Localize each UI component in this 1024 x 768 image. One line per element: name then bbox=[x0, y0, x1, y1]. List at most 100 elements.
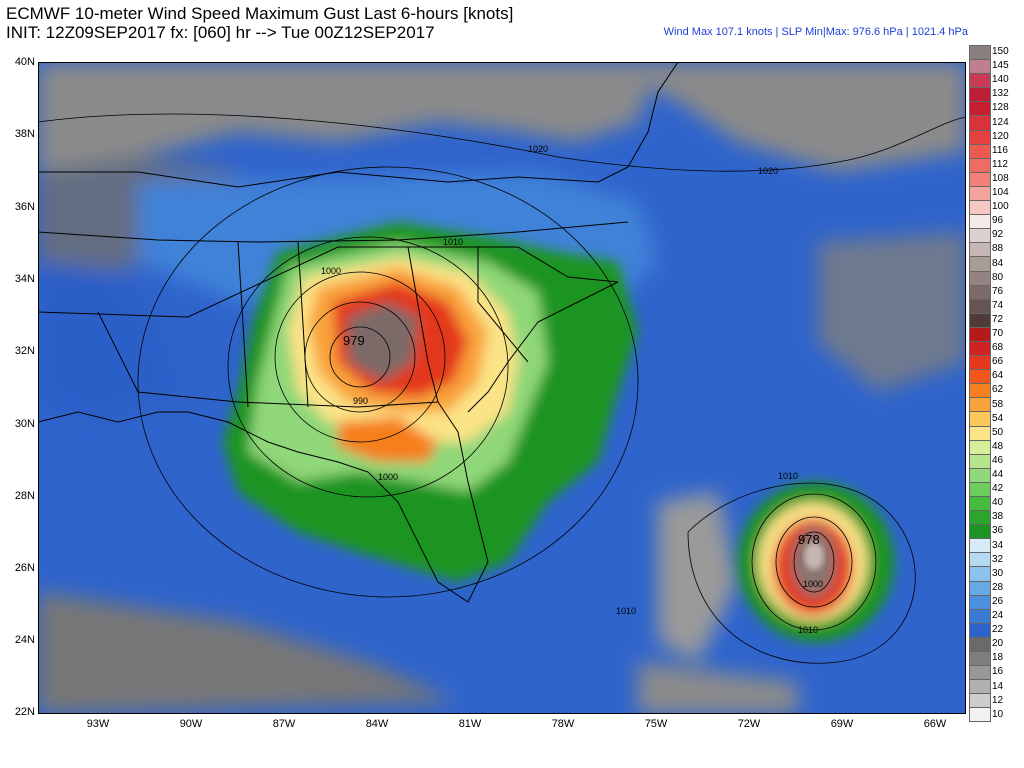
lon-label: 72W bbox=[737, 718, 761, 730]
colorbar-label: 72 bbox=[992, 313, 1004, 325]
colorbar-label: 76 bbox=[992, 285, 1004, 297]
colorbar-swatch bbox=[969, 312, 991, 327]
colorbar-swatch bbox=[969, 355, 991, 370]
colorbar-label: 36 bbox=[992, 525, 1004, 537]
colorbar-swatch bbox=[969, 242, 991, 257]
colorbar-label: 24 bbox=[992, 610, 1004, 621]
colorbar-label: 20 bbox=[992, 638, 1004, 650]
colorbar-label: 62 bbox=[992, 384, 1004, 396]
colorbar-swatch bbox=[969, 608, 991, 623]
colorbar-swatch bbox=[969, 481, 991, 496]
lon-label: 78W bbox=[551, 718, 575, 730]
lat-label: 38N bbox=[14, 128, 35, 140]
colorbar-label: 132 bbox=[992, 88, 1009, 100]
colorbar-label: 96 bbox=[992, 215, 1004, 227]
isobar-label: 1020 bbox=[528, 144, 548, 154]
colorbar-label: 74 bbox=[992, 299, 1004, 311]
colorbar-label: 64 bbox=[992, 370, 1004, 382]
isobar-label: 1010 bbox=[798, 625, 818, 635]
colorbar-swatch bbox=[969, 665, 991, 680]
colorbar-label: 128 bbox=[992, 102, 1009, 114]
lat-label: 26N bbox=[14, 562, 35, 574]
colorbar-swatch bbox=[969, 73, 991, 88]
colorbar-label: 92 bbox=[992, 229, 1004, 241]
lon-label: 93W bbox=[86, 718, 110, 730]
isobar-label: 979 bbox=[343, 333, 365, 348]
colorbar-swatch bbox=[969, 636, 991, 652]
colorbar-label: 150 bbox=[992, 46, 1009, 57]
isobar-label: 1000 bbox=[803, 579, 823, 589]
colorbar-swatch bbox=[969, 115, 991, 130]
colorbar-swatch bbox=[969, 467, 991, 482]
stats-text: Wind Max 107.1 knots | SLP Min|Max: 976.… bbox=[663, 26, 968, 38]
colorbar-label: 30 bbox=[992, 567, 1004, 579]
colorbar-swatch bbox=[969, 453, 991, 468]
colorbar-swatch bbox=[969, 524, 991, 539]
colorbar-label: 50 bbox=[992, 426, 1004, 438]
colorbar-swatch bbox=[969, 594, 991, 609]
isobar-label: 1010 bbox=[616, 606, 636, 616]
colorbar-swatch bbox=[969, 326, 991, 341]
colorbar-swatch bbox=[969, 59, 991, 74]
colorbar-label: 18 bbox=[992, 652, 1004, 664]
colorbar-label: 48 bbox=[992, 440, 1004, 452]
colorbar-swatch bbox=[969, 693, 991, 708]
colorbar-label: 38 bbox=[992, 511, 1004, 523]
lon-label: 66W bbox=[923, 718, 947, 730]
colorbar-label: 40 bbox=[992, 497, 1004, 509]
colorbar-swatch bbox=[969, 256, 991, 271]
colorbar-swatch bbox=[969, 284, 991, 299]
colorbar-label: 10 bbox=[992, 708, 1004, 720]
colorbar-label: 100 bbox=[992, 201, 1009, 213]
colorbar-label: 104 bbox=[992, 187, 1009, 198]
colorbar-swatch bbox=[969, 439, 991, 454]
colorbar-swatch bbox=[969, 707, 991, 722]
lat-label: 22N bbox=[14, 706, 35, 718]
colorbar-label: 68 bbox=[992, 342, 1004, 354]
colorbar-label: 70 bbox=[992, 328, 1004, 339]
lat-label: 34N bbox=[14, 273, 35, 285]
colorbar-label: 42 bbox=[992, 483, 1004, 495]
colorbar-swatch bbox=[969, 566, 991, 581]
colorbar-label: 34 bbox=[992, 539, 1004, 551]
colorbar-label: 80 bbox=[992, 271, 1004, 283]
lat-label: 28N bbox=[14, 490, 35, 502]
colorbar-label: 12 bbox=[992, 694, 1004, 706]
colorbar-swatch bbox=[969, 298, 991, 313]
colorbar-swatch bbox=[969, 185, 991, 201]
colorbar-label: 116 bbox=[992, 144, 1008, 156]
lon-label: 84W bbox=[365, 718, 389, 730]
lat-label: 30N bbox=[14, 418, 35, 430]
lat-label: 40N bbox=[14, 56, 35, 68]
colorbar-swatch bbox=[969, 129, 991, 144]
colorbar-label: 26 bbox=[992, 595, 1004, 607]
colorbar-label: 120 bbox=[992, 130, 1009, 142]
colorbar-label: 22 bbox=[992, 624, 1004, 636]
colorbar-swatch bbox=[969, 496, 991, 511]
colorbar-label: 88 bbox=[992, 243, 1004, 255]
colorbar-swatch bbox=[969, 143, 991, 158]
lon-label: 69W bbox=[830, 718, 854, 730]
colorbar-swatch bbox=[969, 580, 991, 595]
colorbar-swatch bbox=[969, 340, 991, 356]
colorbar-swatch bbox=[969, 679, 991, 694]
colorbar-label: 84 bbox=[992, 257, 1004, 269]
colorbar-label: 28 bbox=[992, 581, 1004, 593]
colorbar-label: 46 bbox=[992, 454, 1004, 466]
lon-label: 87W bbox=[272, 718, 296, 730]
colorbar-label: 112 bbox=[992, 158, 1008, 170]
lat-label: 36N bbox=[14, 201, 35, 213]
colorbar-label: 44 bbox=[992, 469, 1004, 480]
isobar-label: 1020 bbox=[758, 166, 778, 176]
colorbar-swatch bbox=[969, 651, 991, 666]
colorbar-label: 140 bbox=[992, 74, 1009, 86]
isobar-label: 978 bbox=[798, 532, 820, 547]
colorbar-swatch bbox=[969, 101, 991, 116]
colorbar-swatch bbox=[969, 411, 991, 426]
colorbar-swatch bbox=[969, 171, 991, 186]
colorbar-swatch bbox=[969, 383, 991, 398]
title-line-2: INIT: 12Z09SEP2017 fx: [060] hr --> Tue … bbox=[6, 23, 435, 42]
lon-label: 90W bbox=[179, 718, 203, 730]
lon-label: 81W bbox=[458, 718, 482, 730]
colorbar-swatch bbox=[969, 157, 991, 172]
